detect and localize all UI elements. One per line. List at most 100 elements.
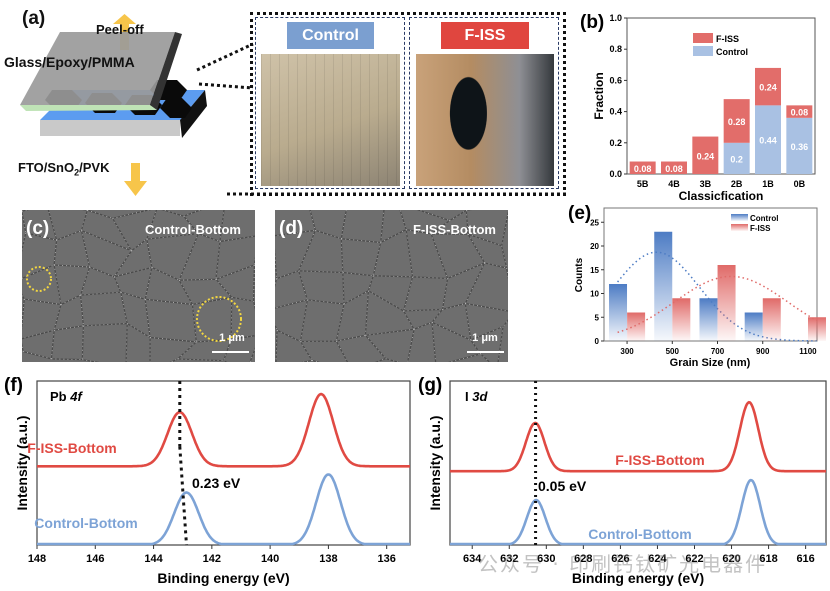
legend-label: F-ISS (716, 34, 739, 44)
x-tick-label: 900 (756, 347, 770, 356)
watermark: 公众号 · 印刷钙钛矿光电器件 (478, 552, 768, 576)
series-label: F-ISS-Bottom (615, 452, 704, 468)
bar-control (755, 105, 781, 174)
y-axis-label: Counts (574, 257, 585, 292)
bar-control (609, 284, 628, 341)
series-label: Control-Bottom (588, 526, 691, 542)
legend-label: Control (716, 47, 748, 57)
bar-f-iss (717, 265, 736, 341)
panel-f-letter: (f) (4, 375, 23, 396)
x-tick-label: 700 (711, 347, 725, 356)
panel-d-letter: (d) (279, 218, 304, 239)
panel-b-letter: (b) (580, 12, 604, 33)
data-label: 0.08 (665, 164, 683, 174)
data-label: 0.24 (759, 83, 777, 93)
shift-annotation: 0.05 eV (538, 478, 587, 494)
legend-label: F-ISS (750, 224, 771, 233)
panel-g-letter: (g) (418, 375, 442, 396)
data-label: 0.36 (791, 142, 809, 152)
x-tick-label: 500 (666, 347, 680, 356)
peak-marker (178, 446, 188, 546)
x-tick-label: 4B (668, 179, 680, 189)
bar-f-iss (692, 136, 719, 174)
bar-f-iss (672, 298, 691, 341)
peel-off-label: Peel-off (96, 22, 144, 37)
y-tick-label: 0.2 (609, 138, 622, 148)
scale-bar (212, 351, 249, 353)
x-axis-label: Grain Size (nm) (670, 357, 751, 369)
fiss-peel-photo (416, 54, 554, 186)
bar-f-iss (627, 312, 646, 341)
x-tick-label: 634 (463, 553, 482, 565)
y-tick-label: 20 (590, 242, 599, 251)
panel-c-letter: (c) (26, 218, 50, 239)
x-tick-label: 300 (620, 347, 634, 356)
grain-boundary (22, 210, 255, 362)
y-tick-label: 1.0 (609, 13, 622, 23)
defect-circle-icon (196, 296, 242, 342)
legend-swatch (693, 33, 713, 43)
x-tick-label: 1B (762, 179, 774, 189)
x-tick-label: 618 (759, 553, 777, 565)
series-label: F-ISS-Bottom (27, 440, 116, 456)
x-tick-label: 148 (28, 553, 46, 565)
fit-curve-f-iss (617, 275, 817, 334)
x-tick-label: 630 (537, 553, 555, 565)
y-tick-label: 15 (590, 266, 599, 275)
bar-control (699, 298, 718, 341)
panel-c-title: Control-Bottom (144, 222, 241, 237)
core-level-title: Pb 4f (50, 389, 83, 404)
bar-f-iss (786, 105, 813, 118)
x-tick-label: 632 (500, 553, 518, 565)
scale-label: 1 μm (472, 332, 498, 344)
bar-f-iss (755, 67, 781, 106)
fit-curve-control (617, 251, 817, 342)
x-tick-label: 626 (611, 553, 629, 565)
spectrum-f-iss-bottom (37, 392, 410, 468)
bottom-layer-rest: /PVK (79, 160, 110, 175)
bar-control (723, 142, 750, 174)
bar-f-iss (762, 298, 781, 341)
down-arrow-icon (124, 163, 147, 196)
photo-frame-control (255, 17, 405, 189)
y-axis-label: Intensity (a.u.) (427, 416, 443, 511)
x-tick-label: 1100 (799, 347, 817, 356)
x-tick-label: 622 (685, 553, 703, 565)
x-tick-label: 3B (700, 179, 712, 189)
legend-swatch (731, 224, 748, 231)
bar-f-iss (629, 161, 656, 174)
x-tick-label: 620 (722, 553, 740, 565)
x-tick-label: 628 (574, 553, 592, 565)
data-label: 0.2 (730, 154, 743, 164)
data-label: 0.28 (728, 117, 746, 127)
scale-bar (467, 351, 504, 353)
x-axis-label: Classicfication (679, 189, 764, 203)
plot-frame (626, 17, 816, 175)
y-tick-label: 0 (595, 337, 600, 346)
x-tick-label: 142 (203, 553, 221, 565)
device-schematic (20, 14, 207, 196)
grain-boundaries (275, 210, 508, 362)
bar-f-iss (661, 161, 687, 174)
x-tick-label: 146 (86, 553, 104, 565)
series-label: Control-Bottom (34, 515, 137, 531)
y-axis-label: Fraction (592, 72, 606, 119)
x-axis-label: Binding energy (eV) (157, 570, 289, 586)
zoom-connector-lines (196, 42, 254, 90)
bar-control (654, 231, 673, 341)
bottom-layer-text: FTO/SnO (18, 160, 75, 175)
bar-control (786, 117, 813, 174)
x-tick-label: 144 (144, 553, 163, 565)
spectrum-control-bottom (450, 478, 826, 546)
panel-a-letter: (a) (22, 8, 46, 29)
top-layer-label: Glass/Epoxy/PMMA (4, 54, 135, 70)
spectrum-f-iss-bottom (450, 400, 826, 473)
bottom-layer-label: FTO/SnO2/PVK (18, 160, 109, 178)
x-tick-label: 140 (261, 553, 279, 565)
x-tick-label: 2B (731, 179, 743, 189)
fiss-photo-label: F-ISS (441, 22, 529, 49)
legend-label: Control (750, 214, 778, 223)
data-label: 0.08 (634, 164, 652, 174)
shift-annotation: 0.23 eV (192, 475, 241, 491)
